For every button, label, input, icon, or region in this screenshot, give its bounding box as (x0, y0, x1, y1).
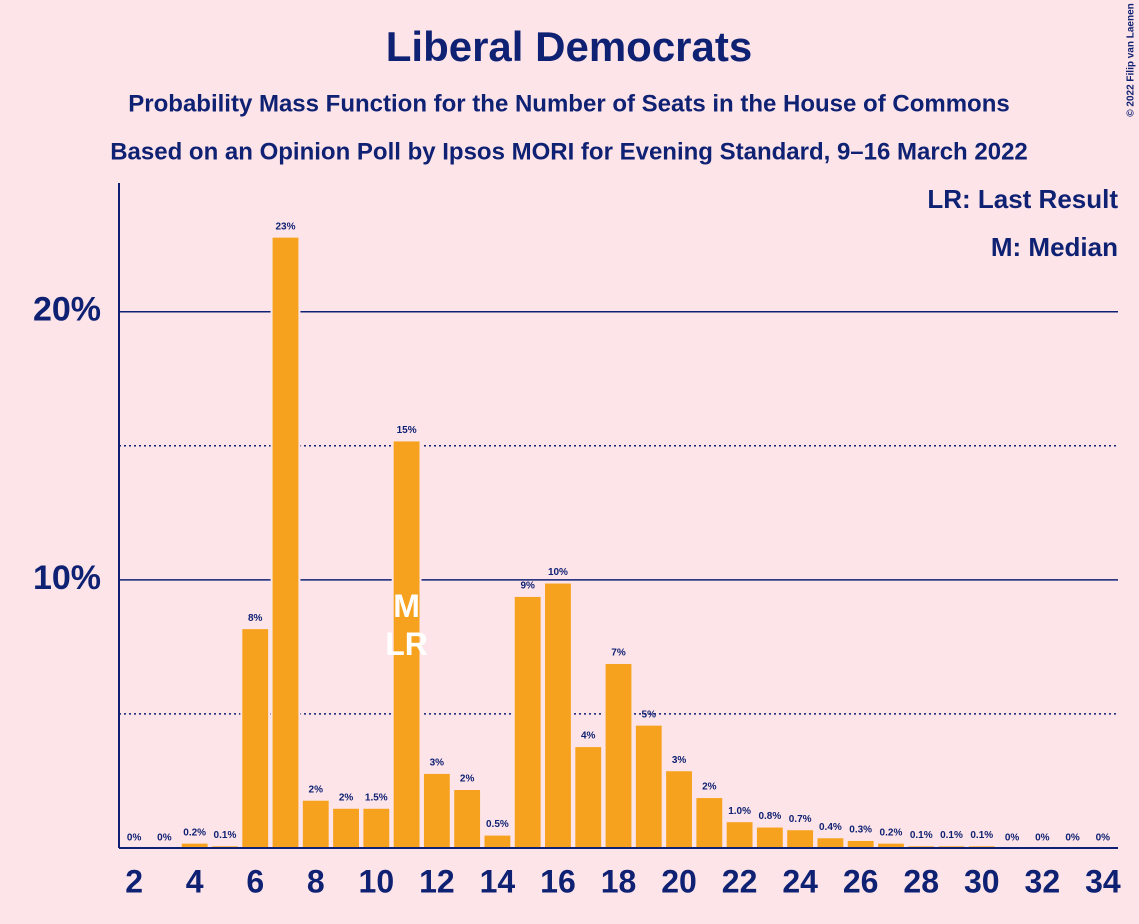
chart-title: Liberal Democrats (386, 23, 752, 70)
bar (785, 828, 816, 850)
copyright: © 2022 Filip van Laenen (1126, 3, 1137, 117)
bar (845, 838, 876, 849)
bar (452, 788, 483, 849)
bar (633, 723, 664, 849)
bar (482, 833, 513, 849)
value-label: 2% (702, 782, 717, 793)
x-tick-label: 4 (186, 863, 204, 899)
bar (361, 806, 392, 849)
value-label: 0.1% (940, 830, 963, 841)
bar (603, 661, 634, 850)
value-label: 7% (611, 648, 626, 659)
value-label: 0.1% (910, 830, 933, 841)
x-tick-label: 32 (1025, 863, 1061, 899)
value-label: 2% (309, 784, 324, 795)
value-label: 0.1% (970, 830, 993, 841)
x-tick-label: 18 (601, 863, 637, 899)
legend-entry: LR: Last Result (927, 184, 1118, 214)
value-label: 0.5% (486, 819, 509, 830)
x-tick-label: 8 (307, 863, 325, 899)
chart-subtitle: Probability Mass Function for the Number… (128, 90, 1009, 117)
x-tick-label: 6 (246, 863, 264, 899)
value-label: 1.5% (365, 792, 388, 803)
value-label: 15% (397, 425, 417, 436)
value-label: 0% (127, 833, 142, 844)
value-label: 0% (1065, 833, 1080, 844)
bar (815, 836, 846, 849)
chart-subtitle: Based on an Opinion Poll by Ipsos MORI f… (110, 138, 1028, 165)
value-label: 8% (248, 613, 263, 624)
x-tick-label: 22 (722, 863, 758, 899)
bar (573, 745, 604, 850)
value-label: 0.1% (214, 830, 237, 841)
bar (664, 769, 694, 850)
bar (270, 235, 301, 849)
value-label: 0% (157, 833, 172, 844)
value-label: 0.2% (880, 827, 903, 838)
value-label: 0% (1005, 833, 1020, 844)
value-label: 3% (672, 755, 687, 766)
bar (391, 439, 422, 849)
bar (240, 627, 271, 849)
bar (754, 825, 785, 850)
bar (331, 806, 361, 849)
value-label: 0.4% (819, 822, 842, 833)
value-label: 0.2% (183, 827, 206, 838)
x-tick-label: 12 (419, 863, 455, 899)
value-label: 4% (581, 731, 596, 742)
value-label: 0.8% (758, 811, 781, 822)
x-tick-label: 26 (843, 863, 879, 899)
x-tick-label: 34 (1085, 863, 1121, 899)
value-label: 0.7% (789, 814, 812, 825)
x-tick-label: 10 (359, 863, 395, 899)
value-label: 10% (548, 567, 568, 578)
bar (300, 798, 331, 850)
value-label: 1.0% (728, 806, 751, 817)
bar (694, 796, 725, 850)
annotation: M (393, 588, 420, 624)
x-tick-label: 28 (903, 863, 939, 899)
value-label: 5% (642, 709, 657, 720)
x-tick-label: 24 (782, 863, 818, 899)
legend-entry: M: Median (991, 232, 1118, 262)
x-tick-label: 16 (540, 863, 576, 899)
bar (724, 820, 755, 850)
bar (543, 581, 573, 850)
bar (512, 594, 543, 849)
value-label: 2% (460, 774, 475, 785)
value-label: 9% (520, 581, 535, 592)
annotation: LR (385, 626, 428, 662)
bar (421, 771, 452, 850)
x-tick-label: 30 (964, 863, 1000, 899)
value-label: 3% (430, 758, 445, 769)
value-label: 0% (1096, 833, 1111, 844)
x-tick-label: 2 (125, 863, 143, 899)
y-tick-label: 10% (33, 559, 101, 597)
value-label: 2% (339, 792, 354, 803)
y-tick-label: 20% (33, 291, 101, 329)
value-label: 0% (1035, 833, 1050, 844)
value-label: 0.3% (849, 825, 872, 836)
x-tick-label: 14 (480, 863, 516, 899)
value-label: 23% (275, 221, 295, 232)
x-tick-label: 20 (661, 863, 697, 899)
